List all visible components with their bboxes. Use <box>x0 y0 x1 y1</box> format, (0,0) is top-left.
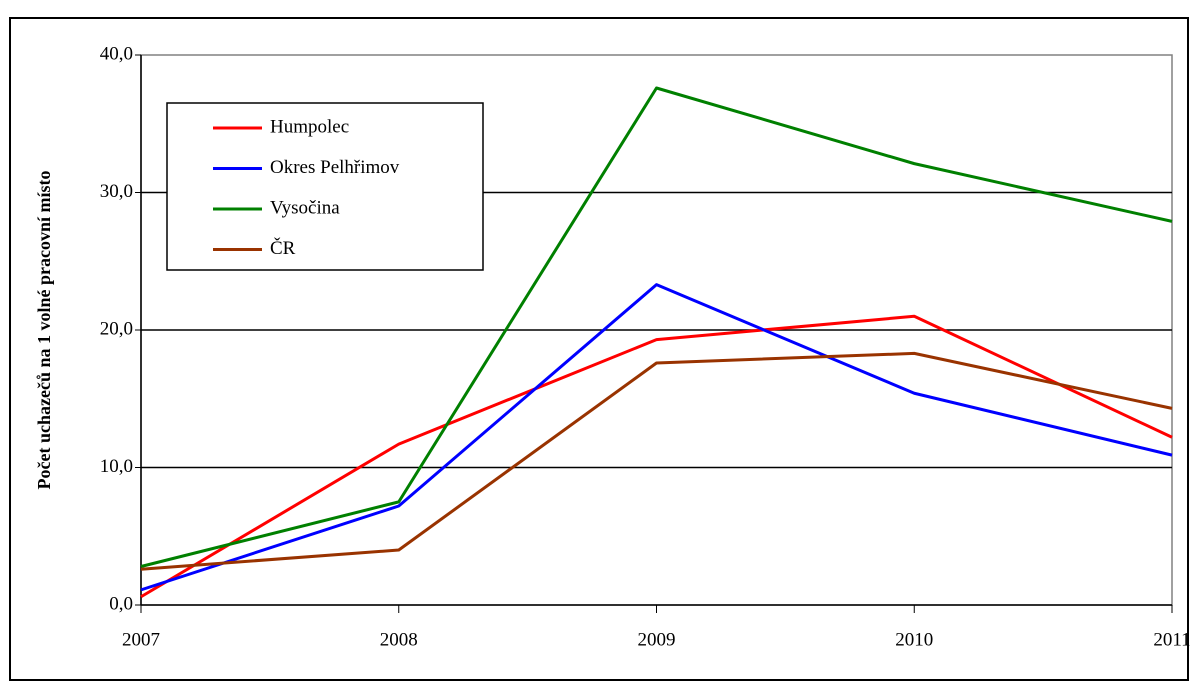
series-line <box>140 283 1173 592</box>
y-tick-label: 0,0 <box>109 593 133 614</box>
x-tick-label: 2010 <box>895 629 933 650</box>
series-line <box>140 86 1173 568</box>
legend-label: Vysočina <box>270 197 340 218</box>
legend-label: Okres Pelhřimov <box>270 157 400 178</box>
x-tick-label: 2008 <box>380 629 418 650</box>
y-axis-label: Počet uchazečů na 1 volné pracovní místo <box>34 171 54 490</box>
y-tick-label: 20,0 <box>100 318 133 339</box>
series-line <box>140 314 1173 599</box>
legend-box <box>166 102 484 271</box>
x-tick-label: 2009 <box>638 629 676 650</box>
x-tick-label: 2011 <box>1153 629 1190 650</box>
y-tick-label: 30,0 <box>100 181 133 202</box>
x-tick-label: 2007 <box>122 629 160 650</box>
y-tick-label: 40,0 <box>100 43 133 64</box>
legend-label: Humpolec <box>270 116 349 137</box>
legend-label: ČR <box>270 237 296 259</box>
series-line <box>140 351 1173 571</box>
y-tick-label: 10,0 <box>100 456 133 477</box>
